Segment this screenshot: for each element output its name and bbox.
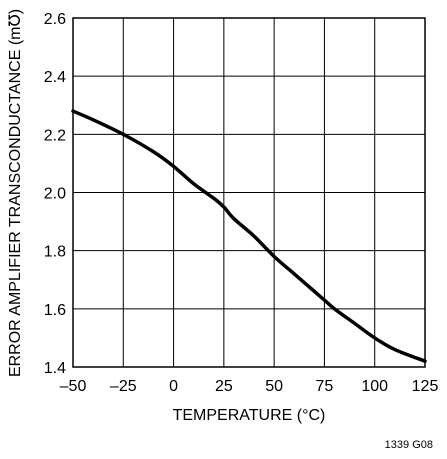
x-tick-labels: –50 –25 0 25 50 75 100 125 — [60, 378, 439, 395]
y-tick-labels: 1.4 1.6 1.8 2.0 2.2 2.4 2.6 — [44, 11, 66, 377]
figure-id-label: 1339 G08 — [385, 439, 433, 451]
x-axis-title: TEMPERATURE (°C) — [173, 407, 326, 424]
y-tick-label: 2.0 — [44, 186, 66, 203]
plot-border — [72, 17, 426, 368]
y-tick-label: 2.2 — [44, 127, 66, 144]
x-tick-label: 125 — [412, 378, 439, 395]
x-tick-label: –50 — [60, 378, 87, 395]
x-tick-label: 0 — [169, 378, 178, 395]
x-tick-label: 50 — [265, 378, 283, 395]
x-tick-label: 25 — [215, 378, 233, 395]
y-tick-label: 1.6 — [44, 302, 66, 319]
series-layer — [71, 109, 427, 363]
series-line-0 — [71, 109, 427, 363]
y-tick-label: 2.6 — [44, 11, 66, 28]
y-tick-label: 1.4 — [44, 360, 66, 377]
grid-layer — [73, 18, 425, 367]
x-tick-label: 100 — [361, 378, 388, 395]
x-tick-label: 75 — [316, 378, 334, 395]
x-tick-label: –25 — [110, 378, 137, 395]
y-tick-label: 2.4 — [44, 69, 66, 86]
y-axis-title: ERROR AMPLIFIER TRANSCONDUCTANCE (m℧) — [7, 9, 24, 377]
y-tick-label: 1.8 — [44, 244, 66, 261]
plot-frame — [72, 17, 426, 368]
